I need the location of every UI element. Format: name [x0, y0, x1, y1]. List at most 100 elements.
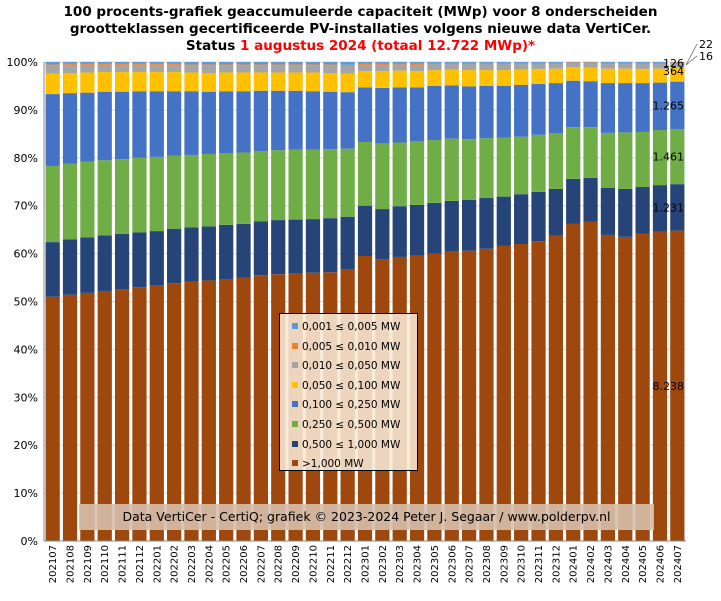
bar-segment — [253, 64, 269, 66]
bar-segment — [479, 62, 494, 63]
legend-swatch — [292, 381, 298, 388]
bar-segment — [531, 62, 546, 64]
bar-segment — [167, 64, 182, 73]
bar-segment — [444, 85, 459, 139]
bar-segment — [201, 64, 216, 66]
bar-stack — [427, 62, 442, 541]
bar-segment — [114, 91, 130, 160]
bar-segment — [600, 187, 616, 235]
bar-stack — [600, 62, 616, 541]
bar-stack — [670, 62, 685, 541]
bar-segment — [236, 91, 251, 153]
bar-segment — [496, 62, 511, 64]
bar-segment — [479, 138, 494, 199]
bar-segment — [392, 64, 407, 71]
bar-segment — [323, 149, 338, 219]
bar-segment — [514, 69, 529, 85]
x-tick-label: 202302 — [378, 545, 389, 583]
bar-stack — [184, 62, 199, 541]
bar-segment — [219, 62, 234, 65]
bar-segment — [427, 85, 442, 141]
legend-label: 0,050 ≤ 0,100 MW — [302, 379, 401, 392]
bar-segment — [97, 290, 112, 541]
legend-label: 0,250 ≤ 0,500 MW — [302, 418, 401, 431]
data-label: 126 — [663, 57, 684, 70]
bar-segment — [583, 81, 598, 128]
bar-segment — [132, 157, 147, 233]
bar-segment — [323, 65, 338, 74]
bar-segment — [114, 72, 130, 92]
bar-segment — [80, 292, 95, 541]
bar-stack — [167, 62, 182, 541]
bar-segment — [80, 63, 95, 65]
bar-segment — [566, 62, 581, 68]
bar-segment — [80, 62, 95, 64]
bar-segment — [392, 62, 407, 64]
bar-segment — [375, 71, 390, 88]
bar-segment — [496, 137, 511, 197]
bar-segment — [62, 73, 78, 94]
bar-segment — [531, 84, 546, 135]
x-tick-label: 202308 — [482, 545, 493, 583]
bar-segment — [45, 62, 60, 65]
bar-segment — [583, 127, 598, 178]
x-tick-label: 202209 — [291, 545, 302, 583]
axes — [43, 62, 686, 542]
title-status-date: 1 augustus 2024 (totaal 12.722 MWp)* — [239, 38, 536, 54]
x-tick-label: 202306 — [447, 545, 458, 583]
bar-segment — [652, 185, 668, 232]
x-tick-label: 202107 — [48, 545, 59, 583]
bar-segment — [236, 277, 251, 541]
bar-segment — [409, 141, 425, 205]
y-tick-label: 90% — [14, 104, 38, 117]
chart-title: 100 procents-grafiek geaccumuleerde capa… — [0, 4, 721, 55]
x-tick-label: 202211 — [326, 545, 337, 583]
bar-segment — [114, 63, 130, 65]
bars — [45, 62, 685, 542]
bar-segment — [62, 163, 78, 240]
bar-segment — [461, 139, 477, 200]
bar-segment — [479, 70, 494, 86]
bar-segment — [288, 64, 303, 66]
bar-segment — [392, 206, 407, 257]
legend-item: 0,005 ≤ 0,010 MW — [292, 338, 417, 358]
bar-segment — [271, 65, 286, 73]
x-tick-label: 202305 — [430, 545, 441, 583]
bar-segment — [618, 62, 633, 63]
bar-stack — [114, 62, 130, 541]
bar-segment — [461, 63, 477, 71]
bar-stack — [531, 62, 546, 541]
bar-segment — [548, 235, 563, 541]
bar-segment — [80, 92, 95, 162]
bar-segment — [149, 156, 164, 232]
bar-segment — [236, 152, 251, 224]
bar-segment — [618, 68, 633, 84]
bar-segment — [670, 67, 685, 82]
bar-segment — [427, 202, 442, 254]
bar-stack — [236, 62, 251, 541]
bar-segment — [80, 64, 95, 73]
bar-stack — [514, 62, 529, 541]
bar-stack — [618, 62, 633, 541]
bar-segment — [62, 93, 78, 164]
x-tick-label: 202112 — [135, 545, 146, 583]
bar-segment — [340, 64, 355, 66]
data-label: 1.231 — [653, 201, 685, 214]
bar-segment — [392, 63, 407, 65]
bar-segment — [45, 64, 60, 66]
legend-item: 0,500 ≤ 1,000 MW — [292, 436, 417, 456]
bar-segment — [114, 64, 130, 73]
bar-segment — [652, 63, 668, 69]
data-label: 1.461 — [653, 151, 685, 164]
bar-segment — [652, 62, 668, 63]
bar-segment — [219, 278, 234, 541]
bar-segment — [444, 251, 459, 541]
bar-segment — [670, 129, 685, 185]
bar-segment — [583, 221, 598, 541]
bar-segment — [201, 91, 216, 154]
bar-segment — [496, 85, 511, 138]
x-tick-label: 202404 — [621, 545, 632, 583]
bar-segment — [618, 63, 633, 69]
x-tick-label: 202403 — [603, 545, 614, 583]
legend-item: 0,100 ≤ 0,250 MW — [292, 396, 417, 416]
